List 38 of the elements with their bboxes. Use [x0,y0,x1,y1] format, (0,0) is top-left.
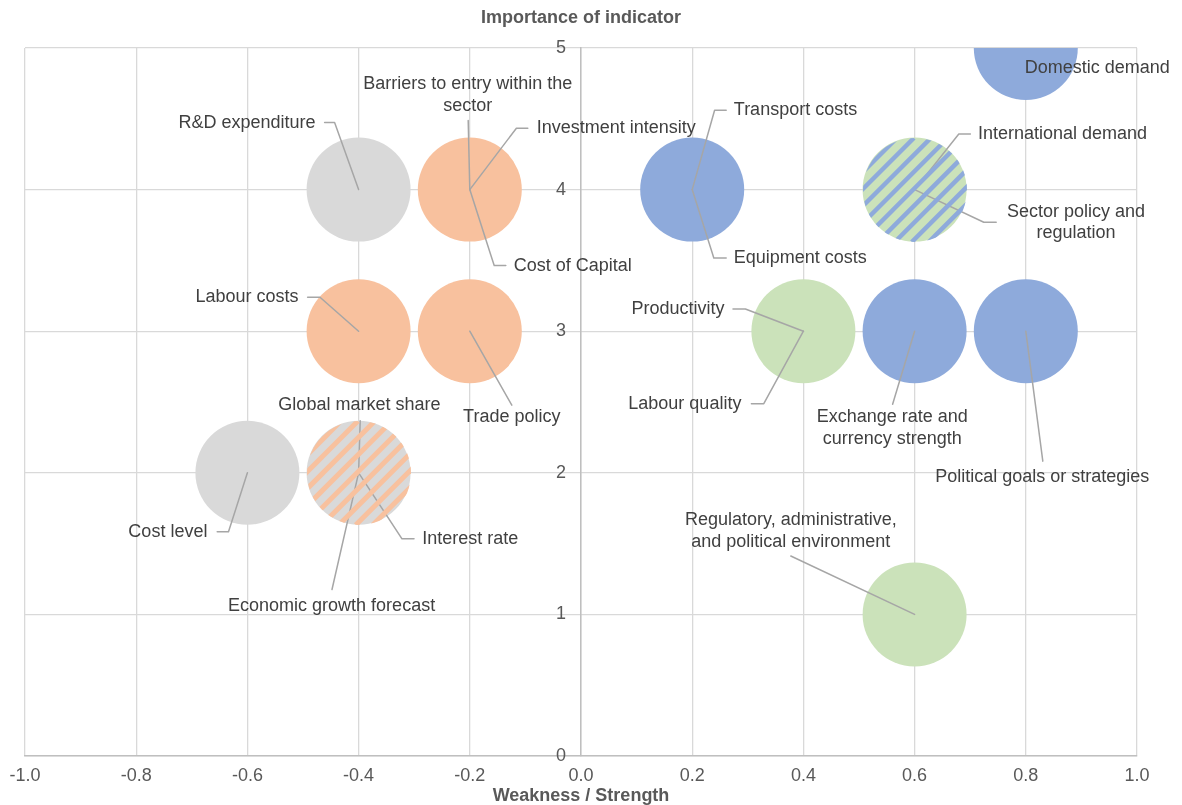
annotation: Political goals or strategies [935,466,1150,487]
annotation: Cost level [128,520,208,541]
x-tick-label: 0.8 [1013,765,1039,786]
x-tick-label: 0.4 [790,765,816,786]
annotation: Productivity [631,297,725,318]
y-axis-title: Importance of indicator [480,6,682,27]
y-tick-label: 3 [555,320,566,341]
annotation: Trade policy [463,406,561,427]
annotation: Labour quality [628,392,742,413]
annotation: Equipment costs [733,246,867,267]
x-tick-label: 0.6 [902,765,928,786]
x-tick-label: 0.0 [568,765,594,786]
annotation: International demand [978,122,1148,143]
annotation: Interest rate [422,527,519,548]
y-tick-label: 2 [555,461,566,482]
x-tick-label: -0.6 [231,765,263,786]
x-tick-label: -1.0 [9,765,41,786]
x-tick-label: 0.2 [679,765,705,786]
annotation: Labour costs [195,286,299,307]
annotation: Exchange rate and currency strength [816,406,968,448]
annotation: Cost of Capital [513,254,632,275]
annotation: Sector policy and regulation [1006,200,1146,243]
x-axis-title: Weakness / Strength [492,784,670,805]
annotation: R&D expenditure [178,111,316,132]
annotation: Transport costs [733,99,858,120]
x-tick-label: 1.0 [1124,765,1150,786]
annotation: Regulatory, administrative, and political environment [684,509,897,551]
x-tick-label: -0.2 [454,765,486,786]
x-tick-label: -0.8 [120,765,152,786]
y-tick-label: 5 [555,36,566,57]
y-tick-label: 4 [555,178,566,199]
annotation: Economic growth forecast [228,594,436,615]
y-tick-label: 0 [555,744,566,765]
y-tick-label: 1 [555,603,566,624]
annotation: Barriers to entry within the sector [363,73,573,115]
annotation: Investment intensity [536,117,696,138]
x-tick-label: -0.4 [343,765,375,786]
annotation: Global market share [278,394,441,415]
